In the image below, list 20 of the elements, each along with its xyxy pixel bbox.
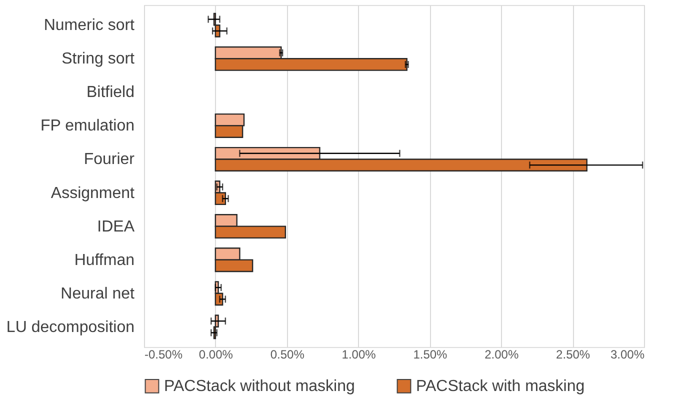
x-tick-label: 0.50%: [270, 348, 305, 362]
legend-label: PACStack with masking: [416, 378, 585, 396]
x-tick-label: 0.00%: [198, 348, 234, 362]
x-tick-label: 3.00%: [610, 348, 645, 362]
y-tick-label: Bitfield: [86, 84, 134, 102]
y-tick-label: FP emulation: [40, 118, 134, 135]
y-tick-label: LU decomposition: [6, 318, 134, 336]
y-tick-label: Fourier: [84, 151, 136, 168]
x-tick-label: -0.50%: [144, 348, 183, 362]
y-tick-label: Numeric sort: [44, 17, 136, 34]
x-tick-label: 2.50%: [556, 348, 590, 362]
y-tick-label: Neural net: [60, 285, 136, 302]
legend-label: PACStack without masking: [164, 378, 355, 396]
y-tick-label: String sort: [62, 50, 136, 68]
y-tick-label: Assignment: [50, 184, 136, 202]
x-tick-label: 1.00%: [342, 348, 376, 362]
x-tick-label: 1.50%: [413, 348, 448, 362]
x-tick-label: 2.00%: [484, 348, 519, 362]
y-tick-label: IDEA: [97, 218, 135, 236]
y-tick-label: Huffman: [74, 252, 134, 269]
